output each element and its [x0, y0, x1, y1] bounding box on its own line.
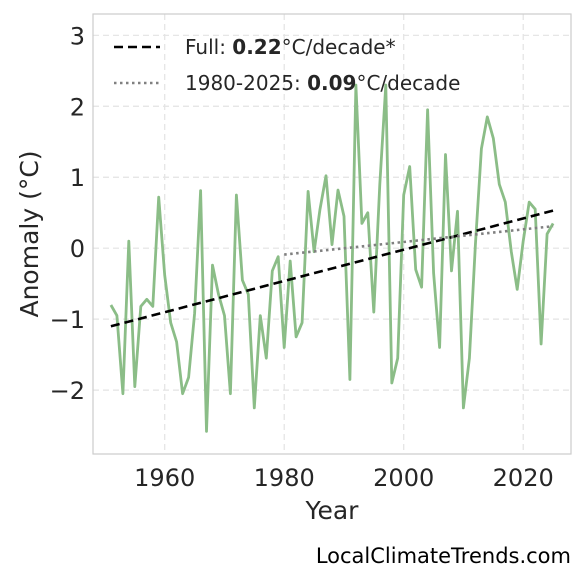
- x-tick-label: 2000: [373, 464, 434, 492]
- legend-label-value: 0.09: [307, 71, 356, 95]
- legend-label-prefix: Full:: [185, 35, 232, 59]
- anomaly-series-line: [109, 83, 555, 433]
- legend: Full: 0.22°C/decade*1980-2025: 0.09°C/de…: [114, 35, 460, 95]
- site-credit: LocalClimateTrends.com: [315, 544, 571, 568]
- x-axis-label: Year: [305, 496, 360, 525]
- y-axis-label: Anomaly (°C): [15, 150, 44, 317]
- legend-label-prefix: 1980-2025:: [185, 71, 307, 95]
- plot-frame: [92, 13, 572, 455]
- full-trend-line: [110, 209, 554, 328]
- recent-trend-line: [284, 224, 554, 256]
- legend-label: 1980-2025: 0.09°C/decade: [185, 71, 460, 95]
- x-tick-label: 1980: [254, 464, 315, 492]
- legend-label-suffix: °C/decade: [356, 71, 460, 95]
- y-tick-label: 3: [70, 22, 85, 50]
- legend-label: Full: 0.22°C/decade*: [185, 35, 396, 59]
- y-tick-label: −2: [50, 377, 85, 405]
- legend-label-suffix: °C/decade*: [282, 35, 396, 59]
- x-tick-labels: 1960 1980 2000 2020: [134, 464, 554, 492]
- x-tick-label: 1960: [134, 464, 195, 492]
- y-tick-labels: −2 −1 0 1 2 3: [50, 22, 85, 405]
- y-tick-label: 2: [70, 93, 85, 121]
- y-tick-label: 0: [70, 235, 85, 263]
- legend-label-value: 0.22: [232, 35, 281, 59]
- data-marks: [109, 83, 555, 433]
- y-tick-label: 1: [70, 164, 85, 192]
- y-tick-label: −1: [50, 306, 85, 334]
- x-tick-label: 2020: [493, 464, 554, 492]
